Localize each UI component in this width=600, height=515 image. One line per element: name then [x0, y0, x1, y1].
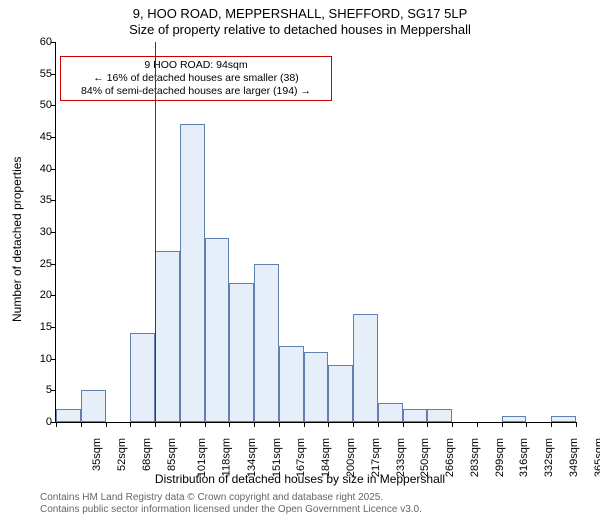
histogram-bar — [403, 409, 428, 422]
y-tick-label: 35 — [24, 194, 52, 206]
histogram-bar — [551, 416, 576, 422]
x-tick-label: 68sqm — [141, 438, 153, 471]
y-tick-mark — [51, 390, 56, 391]
x-tick-mark — [81, 422, 82, 427]
y-tick-label: 30 — [24, 226, 52, 238]
histogram-bar — [81, 390, 106, 422]
y-tick-mark — [51, 137, 56, 138]
histogram-bar — [56, 409, 81, 422]
y-tick-label: 60 — [24, 36, 52, 48]
y-tick-mark — [51, 327, 56, 328]
x-tick-mark — [155, 422, 156, 427]
histogram-bar — [304, 352, 329, 422]
y-tick-label: 15 — [24, 321, 52, 333]
reference-line — [155, 42, 156, 422]
y-tick-mark — [51, 264, 56, 265]
x-tick-mark — [304, 422, 305, 427]
x-tick-label: 118sqm — [221, 438, 233, 476]
y-tick-mark — [51, 169, 56, 170]
chart-title-line2: Size of property relative to detached ho… — [0, 22, 600, 37]
histogram-bar — [353, 314, 378, 422]
histogram-bar — [130, 333, 155, 422]
y-tick-mark — [51, 42, 56, 43]
y-tick-mark — [51, 359, 56, 360]
x-tick-mark — [106, 422, 107, 427]
x-tick-mark — [551, 422, 552, 427]
x-tick-mark — [502, 422, 503, 427]
x-tick-mark — [130, 422, 131, 427]
x-tick-mark — [254, 422, 255, 427]
x-tick-mark — [427, 422, 428, 427]
y-tick-label: 10 — [24, 353, 52, 365]
annotation-box: 9 HOO ROAD: 94sqm ← 16% of detached hous… — [60, 56, 332, 101]
x-tick-mark — [477, 422, 478, 427]
chart-title-line1: 9, HOO ROAD, MEPPERSHALL, SHEFFORD, SG17… — [0, 6, 600, 21]
histogram-bar — [427, 409, 452, 422]
x-tick-mark — [452, 422, 453, 427]
y-tick-label: 40 — [24, 163, 52, 175]
histogram-bar — [328, 365, 353, 422]
y-tick-mark — [51, 105, 56, 106]
y-axis-label: Number of detached properties — [10, 157, 24, 322]
x-tick-mark — [378, 422, 379, 427]
histogram-bar — [378, 403, 403, 422]
x-tick-mark — [403, 422, 404, 427]
y-tick-mark — [51, 200, 56, 201]
histogram-bar — [502, 416, 527, 422]
x-tick-mark — [576, 422, 577, 427]
annotation-line3: 84% of semi-detached houses are larger (… — [67, 85, 325, 98]
y-tick-label: 55 — [24, 68, 52, 80]
x-tick-label: 35sqm — [91, 438, 103, 471]
y-tick-label: 0 — [24, 416, 52, 428]
x-tick-mark — [205, 422, 206, 427]
plot-area: 9 HOO ROAD: 94sqm ← 16% of detached hous… — [55, 42, 576, 423]
x-axis-label: Distribution of detached houses by size … — [0, 472, 600, 486]
y-tick-label: 50 — [24, 99, 52, 111]
histogram-bar — [205, 238, 230, 422]
x-tick-label: 52sqm — [116, 438, 128, 471]
x-tick-mark — [353, 422, 354, 427]
y-tick-label: 20 — [24, 289, 52, 301]
y-tick-label: 45 — [24, 131, 52, 143]
x-tick-mark — [56, 422, 57, 427]
x-tick-label: 85sqm — [166, 438, 178, 471]
y-tick-mark — [51, 295, 56, 296]
x-tick-mark — [328, 422, 329, 427]
histogram-bar — [180, 124, 205, 422]
y-tick-label: 5 — [24, 384, 52, 396]
histogram-bar — [155, 251, 180, 422]
x-tick-mark — [279, 422, 280, 427]
y-tick-mark — [51, 232, 56, 233]
footer-line1: Contains HM Land Registry data © Crown c… — [40, 492, 383, 503]
x-tick-mark — [229, 422, 230, 427]
histogram-bar — [254, 264, 279, 422]
chart-container: 9, HOO ROAD, MEPPERSHALL, SHEFFORD, SG17… — [0, 0, 600, 500]
y-tick-label: 25 — [24, 258, 52, 270]
annotation-line2: ← 16% of detached houses are smaller (38… — [67, 72, 325, 85]
x-tick-mark — [180, 422, 181, 427]
y-tick-mark — [51, 74, 56, 75]
histogram-bar — [279, 346, 304, 422]
x-tick-mark — [526, 422, 527, 427]
annotation-line1: 9 HOO ROAD: 94sqm — [67, 59, 325, 72]
footer-line2: Contains public sector information licen… — [40, 504, 422, 515]
histogram-bar — [229, 283, 254, 422]
